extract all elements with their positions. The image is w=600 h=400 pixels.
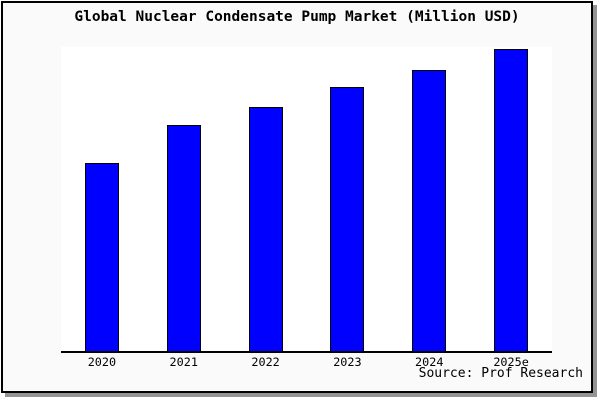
source-credit: Source: Prof Research <box>418 366 583 381</box>
plot-area <box>61 47 552 353</box>
bar-2025e <box>494 49 529 351</box>
x-axis-labels: 2020 2021 2022 2023 2024 2025e <box>61 355 552 371</box>
x-tick-label-2023: 2023 <box>333 355 362 369</box>
x-tick-label-2022: 2022 <box>251 355 280 369</box>
x-tick-label-2020: 2020 <box>87 355 117 369</box>
bar-2021 <box>166 125 201 351</box>
bar-2023 <box>330 87 365 351</box>
bar-2024 <box>412 70 447 351</box>
bar-2020 <box>84 163 119 351</box>
x-tick-label-2021: 2021 <box>169 355 198 369</box>
x-tick-label-2025e: 2025e <box>493 355 529 369</box>
chart-title: Global Nuclear Condensate Pump Market (M… <box>74 9 520 25</box>
x-tick-label-2024: 2024 <box>415 355 444 369</box>
bar-2022 <box>248 107 283 351</box>
chart-panel: Global Nuclear Condensate Pump Market (M… <box>1 1 593 393</box>
